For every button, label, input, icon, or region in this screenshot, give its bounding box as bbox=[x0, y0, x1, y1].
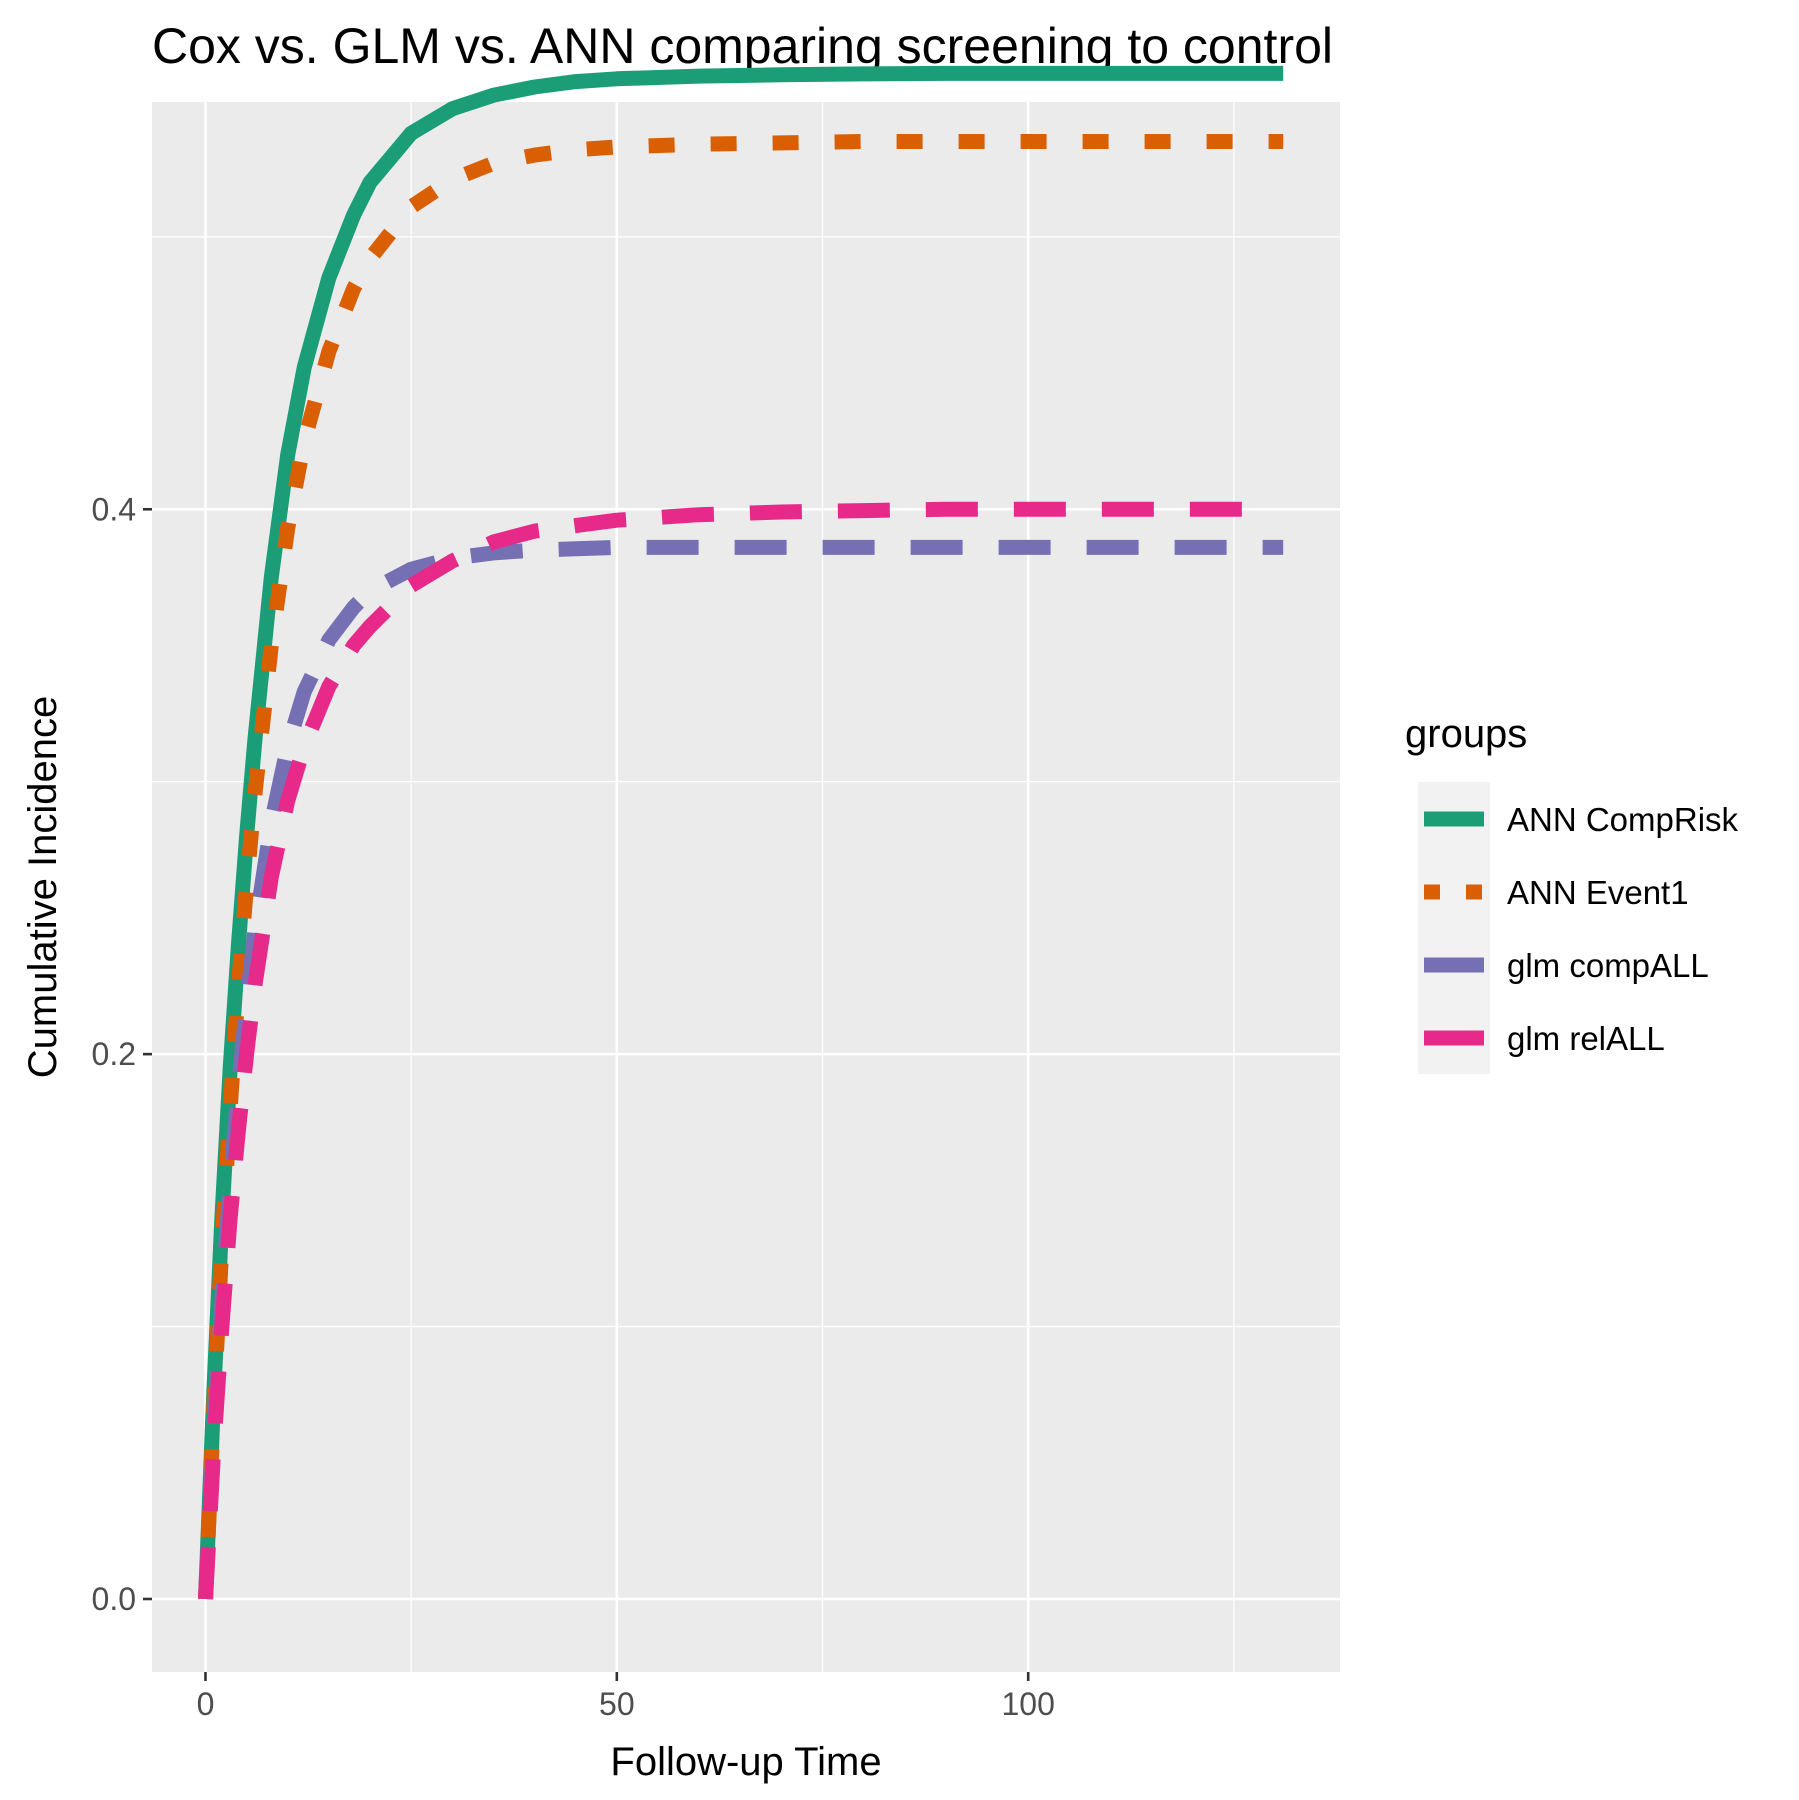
y-tick-label: 0.2 bbox=[92, 1036, 136, 1072]
x-tick-label: 0 bbox=[197, 1686, 215, 1722]
x-tick-label: 100 bbox=[1001, 1686, 1054, 1722]
x-axis-title: Follow-up Time bbox=[610, 1740, 881, 1784]
legend-label-1: ANN CompRisk bbox=[1507, 801, 1739, 838]
series-line-2 bbox=[198, 134, 1284, 1600]
series-lines bbox=[198, 65, 1284, 1600]
x-axis-ticks: 0 50 100 bbox=[197, 1672, 1055, 1722]
plot-panel bbox=[152, 102, 1340, 1672]
x-tick-label: 50 bbox=[599, 1686, 635, 1722]
legend-title: groups bbox=[1405, 712, 1527, 756]
y-axis-title: Cumulative Incidence bbox=[21, 696, 65, 1078]
y-tick-label: 0.0 bbox=[92, 1581, 136, 1617]
y-axis-ticks: 0.0 0.2 0.4 bbox=[92, 491, 152, 1617]
legend-label-4: glm relALL bbox=[1507, 1020, 1665, 1057]
legend-key-background bbox=[1418, 782, 1490, 1074]
chart-title: Cox vs. GLM vs. ANN comparing screening … bbox=[152, 18, 1333, 74]
legend-label-2: ANN Event1 bbox=[1507, 874, 1689, 911]
legend: groups ANN CompRisk ANN Event1 glm compALL… bbox=[1405, 712, 1739, 1074]
legend-label-3: glm compALL bbox=[1507, 947, 1709, 984]
y-tick-label: 0.4 bbox=[92, 491, 136, 527]
